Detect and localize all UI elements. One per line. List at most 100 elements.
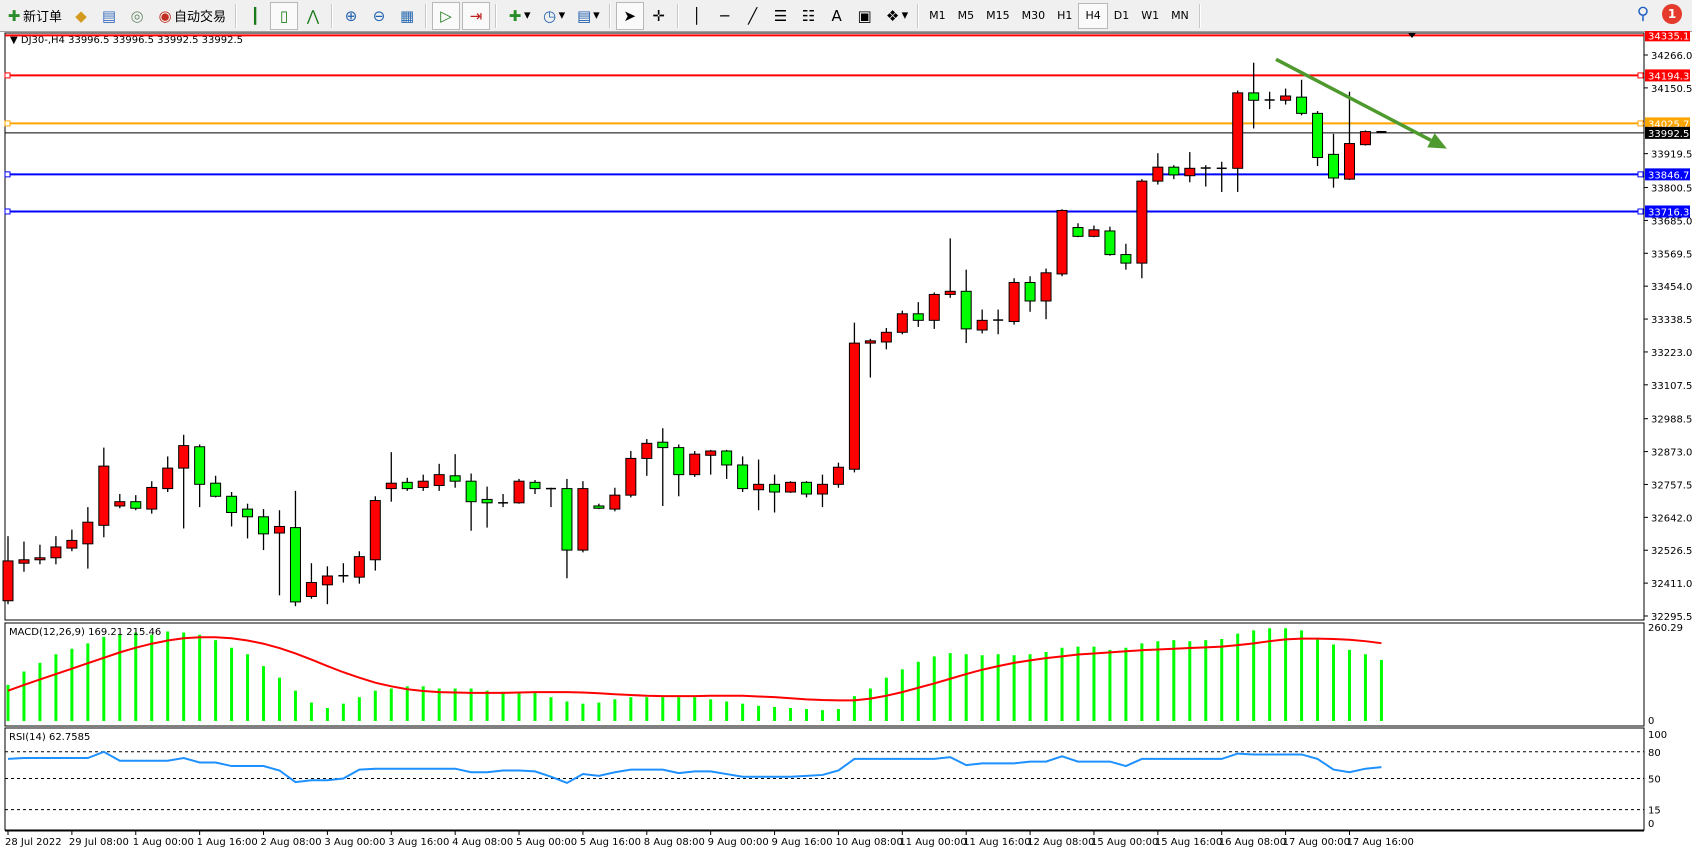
candle-body [848, 342, 860, 470]
period-w1[interactable]: W1 [1141, 9, 1160, 22]
candle-body [864, 340, 876, 344]
macd-label: MACD(12,26,9) 169.21 215.46 [9, 627, 161, 638]
fibo-fan-button[interactable]: ☷ [796, 3, 822, 29]
bar-chart-button[interactable]: ┃ [242, 3, 268, 29]
line-chart-button[interactable]: ⋀ [300, 3, 326, 29]
cursor-button[interactable]: ➤ [615, 1, 644, 30]
price-tick-label: 33107.5 [1651, 381, 1692, 392]
candle-body [321, 575, 333, 586]
candlestick-button[interactable]: ▯ [270, 1, 299, 30]
candlestick-icon: ▯ [279, 6, 289, 25]
bar-chart-icon: ┃ [250, 6, 260, 25]
vertical-line-button[interactable]: │ [684, 3, 710, 29]
line-chart-icon: ⋀ [306, 6, 320, 25]
zoom-out-button[interactable]: ⊖ [366, 3, 392, 29]
auto-scroll-button[interactable]: ▷ [432, 1, 461, 30]
candle-body [705, 450, 717, 456]
period-m5[interactable]: M5 [957, 9, 975, 22]
period-h1[interactable]: H1 [1057, 9, 1073, 22]
macd-tick-label: 0 [1648, 716, 1654, 727]
period-m1[interactable]: M1 [929, 9, 946, 22]
period-d1[interactable]: D1 [1113, 9, 1130, 22]
price-label: 34335.1 [1648, 31, 1689, 42]
text-button[interactable]: A [824, 3, 850, 29]
time-label: 2 Aug 08:00 [261, 837, 322, 848]
line-anchor-handle [4, 208, 11, 215]
candle-body [162, 467, 174, 490]
trendline-button[interactable]: ╱ [740, 3, 766, 29]
macd-signal-line [7, 636, 1382, 702]
candle-body [385, 482, 397, 490]
period-h4[interactable]: H4 [1078, 2, 1108, 29]
macd-pane [4, 622, 1645, 727]
tile-windows-button[interactable]: ▦ [394, 3, 420, 29]
period-mn[interactable]: MN [1171, 9, 1189, 22]
crosshair-button[interactable]: ✛ [646, 3, 672, 29]
candle-body [1232, 92, 1244, 169]
price-label: 34194.3 [1648, 71, 1689, 82]
candle-body [641, 442, 653, 459]
candle-body [1168, 166, 1180, 176]
auto-trade-button[interactable]: ◉ 自动交易 [152, 3, 230, 29]
time-label: 15 Aug 16:00 [1155, 837, 1222, 848]
fibonacci-button[interactable]: ☰ [768, 3, 794, 29]
price-tick-label: 34150.5 [1651, 84, 1692, 95]
price-label-box [1645, 69, 1690, 82]
time-label: 3 Aug 00:00 [324, 837, 385, 848]
indicators-button[interactable]: ✚ ▾ [502, 3, 535, 29]
candle-body [801, 481, 812, 495]
rsi-label: RSI(14) 62.7585 [9, 732, 90, 743]
candle-body [753, 483, 765, 491]
candle-body [1056, 209, 1068, 275]
price-label-box [1645, 117, 1690, 130]
candle-body [1040, 272, 1052, 302]
candle-body [481, 498, 493, 504]
price-tick-label: 33569.5 [1651, 249, 1692, 260]
candle-body [976, 319, 988, 331]
time-label: 5 Aug 16:00 [580, 837, 641, 848]
price-label: 33716.3 [1648, 207, 1689, 218]
line-anchor-handle [1637, 120, 1644, 127]
chart-shift-button[interactable]: ⇥ [462, 1, 491, 30]
horizontal-line-button[interactable]: ─ [712, 3, 738, 29]
navigator-icon: ▤ [101, 6, 117, 25]
candle-body [561, 488, 573, 551]
macd-tick-label: 260.29 [1648, 623, 1683, 634]
templates-button[interactable]: ▤ ▾ [577, 6, 600, 25]
candle-body [1184, 167, 1196, 177]
candle-body [194, 446, 206, 485]
vertical-line-icon: │ [692, 6, 702, 25]
candle-body [769, 483, 781, 493]
templates-icon: ▤ [577, 6, 592, 25]
period-m30[interactable]: M30 [1021, 9, 1046, 22]
toolbar-divider [495, 3, 498, 28]
period-m15[interactable]: M15 [986, 9, 1010, 22]
trendline-icon: ╱ [748, 6, 758, 25]
price-tick-label: 33685.0 [1651, 216, 1692, 227]
periods-button[interactable]: ◷ ▾ [537, 3, 570, 29]
market-watch-button[interactable]: ◆ [68, 3, 94, 29]
signals-button[interactable]: ◎ [124, 3, 150, 29]
time-label: 8 Aug 08:00 [644, 837, 705, 848]
notification-badge[interactable]: 1 [1662, 4, 1682, 24]
new-order-button[interactable]: ✚ 新订单 [1, 3, 66, 29]
horizontal-line-icon: ─ [720, 6, 730, 25]
price-label-box [1645, 126, 1690, 139]
line-anchor-handle [1637, 171, 1644, 178]
text-label-button[interactable]: ▣ [852, 3, 878, 29]
crosshair-icon: ✛ [652, 6, 665, 25]
candle-body [657, 441, 669, 449]
navigator-button[interactable]: ▤ [96, 3, 122, 29]
rsi-tick-label: 50 [1648, 775, 1661, 786]
candle-body [1136, 180, 1148, 264]
zoom-in-button[interactable]: ⊕ [338, 3, 364, 29]
search-icon[interactable]: ⚲ [1636, 4, 1650, 24]
candle-body [130, 501, 142, 509]
price-tick-label: 32642.0 [1651, 513, 1692, 524]
price-label-box [1645, 31, 1690, 42]
candle-body [98, 465, 110, 526]
text-label-icon: ▣ [857, 6, 872, 25]
arrows-button[interactable]: ❖ ▾ [880, 3, 913, 29]
candle-body [1296, 96, 1308, 114]
chart-window[interactable]: 34266.0 34150.5 33919.5 33800.5 33685.0 33569… [0, 31, 1692, 851]
